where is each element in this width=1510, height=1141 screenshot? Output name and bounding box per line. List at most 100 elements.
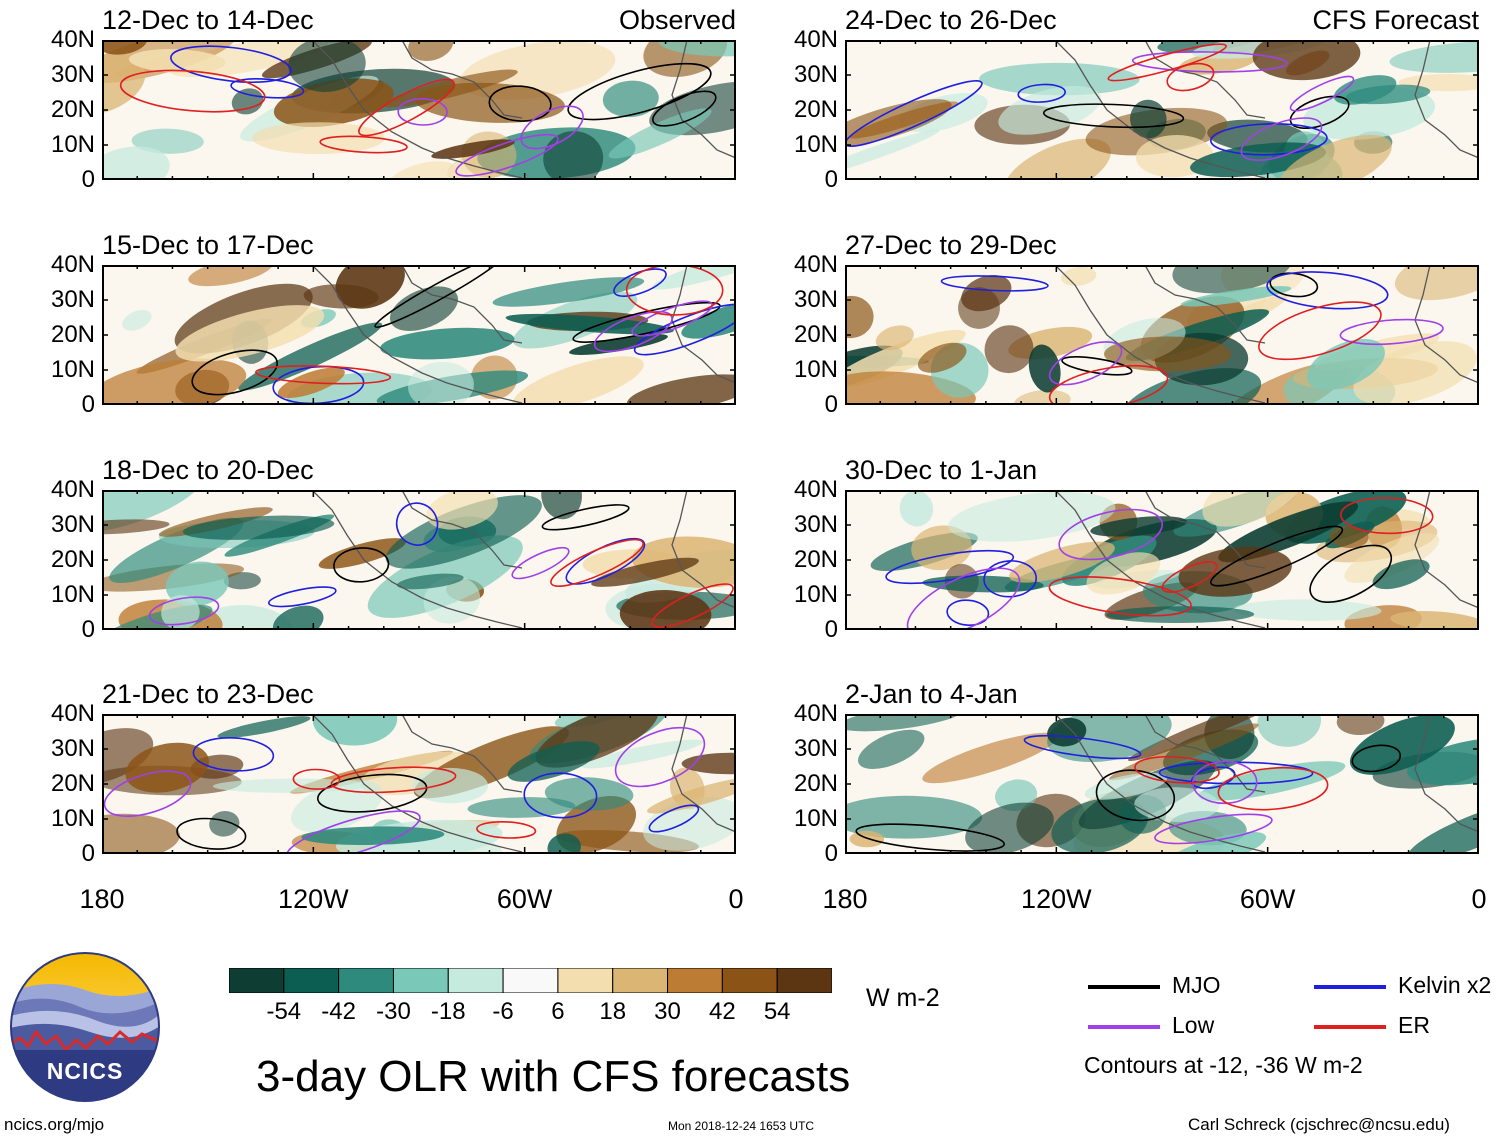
colorbar-swatch: [776, 967, 833, 994]
lat-tick-label: 20N: [50, 546, 95, 573]
lat-tick-label: 20N: [793, 321, 838, 348]
contour-mjo: [176, 817, 247, 850]
lat-tick-label: 20N: [50, 96, 95, 123]
contour-er: [550, 538, 644, 587]
olr-anomaly-shading: [544, 777, 634, 811]
olr-anomaly-shading: [1104, 336, 1232, 372]
contour-er: [1258, 301, 1382, 361]
olr-anomaly-shading: [467, 797, 576, 818]
olr-map-svg: [844, 460, 1487, 639]
lat-tick-label: 40N: [793, 251, 838, 278]
olr-anomaly-shading: [1333, 75, 1397, 105]
lat-tick-label: 20N: [50, 321, 95, 348]
contour-er: [119, 69, 266, 113]
colorbar-tick-label: 42: [709, 998, 736, 1025]
coastline: [1054, 264, 1480, 404]
olr-map-svg: [55, 693, 780, 870]
olr-anomaly-shading: [646, 776, 761, 814]
contour-mjo: [1289, 95, 1350, 129]
olr-anomaly-shading: [161, 595, 200, 630]
olr-anomaly-shading: [1134, 787, 1220, 823]
legend-swatch-kelvin-x2: [1314, 985, 1386, 989]
lat-tick-label: 20N: [793, 96, 838, 123]
footer-url[interactable]: ncics.org/mjo: [4, 1115, 105, 1134]
colorbar-tick-label: -30: [376, 998, 411, 1025]
lat-tick-label: 20N: [793, 546, 838, 573]
contour-low: [631, 300, 713, 337]
lat-tick-label: 0: [824, 840, 838, 867]
panel-source-label: CFS Forecast: [1312, 5, 1479, 35]
lat-tick-label: 10N: [793, 581, 838, 608]
olr-map-svg: [60, 22, 787, 198]
contour-kelvin-x2: [1210, 123, 1328, 156]
olr-anomaly-shading: [131, 128, 204, 154]
olr-anomaly-shading: [423, 576, 481, 624]
legend-note: Contours at -12, -36 W m-2: [1084, 1052, 1363, 1078]
olr-map-panel: [60, 22, 787, 198]
olr-map-panel: [52, 462, 759, 655]
olr-anomaly-shading: [1233, 599, 1382, 621]
contour-mjo: [1351, 744, 1402, 773]
panel-title: 30-Dec to 1-Jan: [845, 455, 1038, 485]
olr-anomaly-shading: [396, 573, 464, 590]
olr-anomaly-shading: [223, 572, 261, 590]
colorbar-tick-label: -42: [321, 998, 356, 1025]
colorbar-swatch: [447, 967, 504, 994]
olr-anomaly-shading: [984, 325, 1034, 374]
colorbar-swatch: [283, 967, 340, 994]
olr-anomaly-shading: [182, 515, 335, 540]
colorbar-swatch: [228, 967, 285, 994]
contour-er: [1217, 766, 1329, 811]
lat-tick-label: 40N: [50, 251, 95, 278]
contour-er: [1134, 755, 1220, 784]
lat-tick-label: 0: [824, 391, 838, 418]
contour-kelvin-x2: [1266, 271, 1389, 310]
olr-map-panel: [764, 239, 1508, 432]
legend-swatch-low: [1088, 1025, 1160, 1029]
contour-kelvin-x2: [1017, 83, 1066, 103]
panel-title: 2-Jan to 4-Jan: [845, 679, 1018, 709]
contour-low: [520, 105, 584, 150]
colorbar-units: W m-2: [866, 984, 940, 1012]
contour-mjo: [1309, 544, 1393, 603]
coastline: [311, 264, 737, 404]
ncics-logo[interactable]: NCICS: [10, 952, 160, 1102]
contour-mjo: [333, 547, 390, 583]
olr-anomaly-shading: [821, 99, 952, 147]
contour-er: [319, 135, 408, 154]
lat-tick-label: 40N: [50, 476, 95, 503]
contour-kelvin-x2: [983, 560, 1037, 598]
contour-er: [1161, 561, 1218, 593]
lat-tick-label: 30N: [50, 511, 95, 538]
contour-mjo: [567, 62, 712, 121]
olr-anomaly-shading: [1306, 338, 1385, 391]
panel-title: 24-Dec to 26-Dec: [845, 5, 1057, 35]
panel-source-label: Observed: [618, 5, 736, 35]
olr-anomaly-shading: [979, 62, 1140, 96]
lat-tick-label: 0: [824, 166, 838, 193]
olr-anomaly-shading: [591, 557, 699, 587]
contour-low: [397, 97, 448, 126]
lat-tick-label: 10N: [50, 581, 95, 608]
olr-anomaly-shading: [922, 732, 1058, 784]
olr-anomaly-shading: [948, 491, 1116, 542]
olr-map-svg: [52, 462, 759, 655]
contour-kelvin-x2: [192, 737, 275, 772]
olr-anomaly-shading: [1372, 559, 1430, 590]
olr-map-panel: [55, 693, 780, 870]
olr-anomaly-shading: [899, 490, 934, 527]
lat-tick-label: 30N: [793, 286, 838, 313]
lat-tick-label: 20N: [793, 770, 838, 797]
olr-anomaly-shading: [426, 488, 498, 530]
lat-tick-label: 10N: [50, 805, 95, 832]
olr-anomaly-shading: [382, 69, 518, 108]
lat-tick-label: 0: [81, 166, 95, 193]
footer-credit: Carl Schreck (cjschrec@ncsu.edu): [1188, 1115, 1450, 1134]
coastline: [1054, 713, 1480, 853]
legend-label: MJO: [1172, 972, 1221, 998]
olr-anomaly-shading: [875, 325, 914, 351]
ncics-logo-graphic: [10, 952, 160, 1102]
olr-anomaly-shading: [1178, 546, 1292, 597]
olr-anomaly-shading: [385, 495, 542, 569]
olr-anomaly-shading: [1390, 610, 1487, 633]
